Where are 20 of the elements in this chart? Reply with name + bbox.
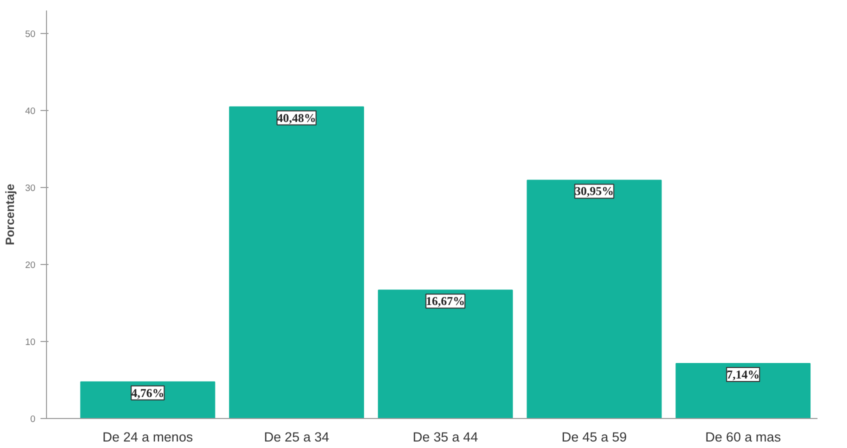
bar — [676, 363, 811, 418]
x-tick-label: De 25 a 34 — [264, 430, 330, 444]
y-tick-label: 30 — [25, 183, 36, 194]
y-tick-label: 0 — [30, 414, 36, 424]
y-axis-title: Porcentaje — [3, 183, 18, 246]
y-tick-label: 50 — [25, 29, 36, 40]
x-tick-label: De 60 a mas — [705, 430, 782, 444]
data-label: 16,67% — [426, 294, 465, 308]
bar — [526, 180, 662, 418]
bar — [378, 290, 513, 418]
x-tick-label: De 35 a 44 — [412, 430, 479, 444]
bar — [80, 381, 216, 418]
data-label: 30,95% — [574, 184, 614, 198]
y-tick-label: 40 — [25, 106, 36, 116]
x-tick-label: De 45 a 59 — [562, 430, 627, 444]
y-tick-label: 10 — [25, 337, 36, 348]
bar — [229, 106, 364, 418]
y-tick-label: 20 — [25, 260, 36, 270]
data-label: 7,14% — [726, 368, 760, 382]
x-tick-label: De 24 a menos — [102, 430, 194, 444]
